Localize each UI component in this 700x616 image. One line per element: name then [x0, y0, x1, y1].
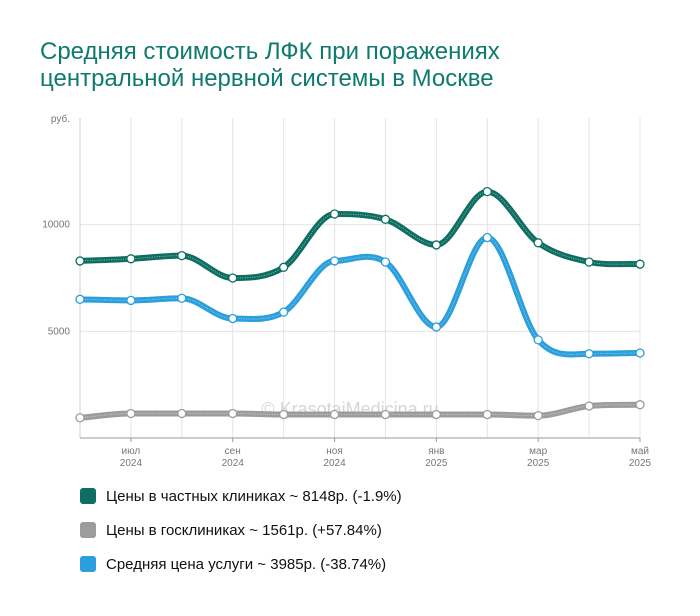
chart-title-line-2: центральной нервной системы в Москве	[40, 65, 494, 92]
legend-item-private[interactable]: Цены в частных клиниках ~ 8148р. (-1.9%)	[80, 486, 402, 506]
legend-swatch-public	[80, 522, 96, 538]
legend-item-public[interactable]: Цены в госклиниках ~ 1561р. (+57.84%)	[80, 520, 402, 540]
series-private	[75, 186, 645, 283]
data-point-average	[533, 335, 543, 345]
data-point-private	[329, 209, 340, 219]
legend-label-private: Цены в частных клиниках ~ 8148р. (-1.9%)	[106, 487, 402, 505]
chart-title: Средняя стоимость ЛФК при поражениях цен…	[40, 38, 680, 92]
data-point-private	[584, 257, 594, 267]
legend-swatch-private	[80, 488, 96, 504]
data-point-private	[228, 273, 238, 283]
x-tick-label-month: янв	[428, 446, 444, 457]
series-line-private	[77, 188, 643, 282]
data-point-average	[431, 322, 442, 332]
data-point-private	[278, 262, 289, 272]
legend-label-average: Средняя цена услуги ~ 3985р. (-38.74%)	[106, 555, 387, 573]
data-point-public	[75, 413, 85, 423]
data-point-private	[431, 240, 442, 250]
data-point-average	[126, 295, 136, 306]
legend-item-average[interactable]: Средняя цена услуги ~ 3985р. (-38.74%)	[80, 554, 402, 574]
x-tick-label-year: 2025	[425, 458, 448, 469]
data-point-public	[635, 400, 645, 410]
data-point-public	[278, 409, 289, 420]
data-point-average	[228, 313, 238, 324]
data-point-private	[635, 259, 645, 269]
data-point-average	[177, 293, 187, 303]
y-tick-label: 5000	[48, 326, 71, 337]
data-point-public	[228, 408, 238, 419]
legend: Цены в частных клиниках ~ 8148р. (-1.9%)…	[80, 486, 402, 588]
series-line-texture-private	[79, 191, 641, 279]
series-average	[75, 232, 645, 359]
x-tick-label-month: сен	[225, 446, 241, 457]
data-point-private	[533, 238, 543, 248]
data-point-private	[482, 186, 492, 197]
data-point-private	[126, 254, 136, 264]
data-point-public	[482, 409, 492, 420]
data-point-public	[380, 409, 391, 420]
data-point-public	[533, 410, 543, 421]
data-point-average	[380, 257, 391, 267]
data-point-average	[482, 232, 492, 243]
data-point-average	[75, 294, 85, 304]
x-tick-label-month: ноя	[326, 446, 343, 457]
x-tick-label-year: 2024	[120, 458, 143, 469]
x-tick-label-year: 2024	[323, 458, 346, 469]
legend-label-public: Цены в госклиниках ~ 1561р. (+57.84%)	[106, 521, 382, 539]
series-public	[75, 400, 645, 423]
y-tick-label: 10000	[42, 220, 70, 231]
data-point-average	[278, 307, 289, 317]
x-tick-label-month: мар	[529, 446, 547, 457]
x-tick-label-month: июл	[122, 446, 141, 457]
x-tick-label-year: 2025	[629, 458, 652, 469]
data-point-public	[431, 409, 442, 420]
data-point-public	[177, 408, 187, 419]
data-point-private	[380, 214, 391, 224]
data-point-private	[75, 256, 85, 266]
x-tick-label-month: май	[631, 446, 649, 457]
x-tick-label-year: 2025	[527, 458, 550, 469]
data-point-private	[177, 250, 187, 261]
data-point-public	[126, 408, 136, 419]
data-point-public	[329, 409, 340, 420]
data-point-average	[584, 349, 594, 359]
data-point-average	[635, 348, 645, 358]
chart-title-line-1: Средняя стоимость ЛФК при поражениях	[40, 38, 500, 65]
x-tick-label-year: 2024	[222, 458, 245, 469]
line-chart: 500010000руб.июл2024сен2024ноя2024янв202…	[42, 113, 652, 469]
y-unit-label: руб.	[51, 113, 70, 125]
legend-swatch-average	[80, 556, 96, 572]
data-point-average	[329, 256, 340, 266]
data-point-public	[584, 401, 594, 411]
